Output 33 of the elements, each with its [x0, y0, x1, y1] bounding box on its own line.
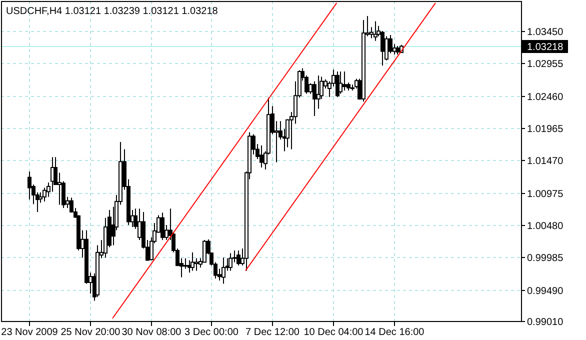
candlestick [160, 212, 164, 241]
candlestick [28, 170, 32, 200]
ref-line-label: 1.03218 [527, 42, 564, 53]
candlestick [184, 258, 188, 270]
candlestick [316, 74, 320, 110]
x-tick-label: 30 Nov 08:00 [122, 327, 182, 338]
candlestick [374, 20, 378, 42]
y-tick-label: 1.01470 [527, 156, 564, 167]
y-tick-label: 1.02955 [527, 59, 564, 70]
x-tick-label: 3 Dec 00:00 [184, 327, 239, 338]
candlestick [190, 252, 194, 272]
y-tick-label: 0.99490 [527, 286, 564, 297]
x-tick-label: 25 Nov 20:00 [60, 327, 121, 338]
candlestick [38, 192, 42, 204]
candlestick [228, 252, 232, 272]
candlestick [260, 144, 264, 168]
x-tick-label: 7 Dec 12:00 [246, 327, 300, 338]
candlestick [194, 258, 198, 272]
x-tick-label: 10 Dec 04:00 [304, 327, 364, 338]
x-tick-label: 23 Nov 2009 [1, 327, 58, 338]
y-tick-label: 1.02460 [527, 92, 564, 103]
text: USDCHF,H4 1.03121 1.03239 1.03121 1.03218 [6, 6, 218, 17]
y-tick-label: 0.99985 [527, 253, 564, 264]
candlestick [342, 71, 346, 91]
candlestick [236, 250, 240, 266]
y-tick-label: 0.99010 [527, 317, 564, 328]
y-tick-label: 1.00975 [527, 189, 564, 200]
candlestick [222, 257, 226, 284]
x-tick-label: 14 Dec 16:00 [364, 327, 425, 338]
candlestick [338, 71, 342, 94]
y-tick-label: 1.01965 [527, 124, 564, 135]
y-tick-label: 1.03450 [527, 27, 564, 38]
y-tick-label: 1.00480 [527, 221, 564, 232]
